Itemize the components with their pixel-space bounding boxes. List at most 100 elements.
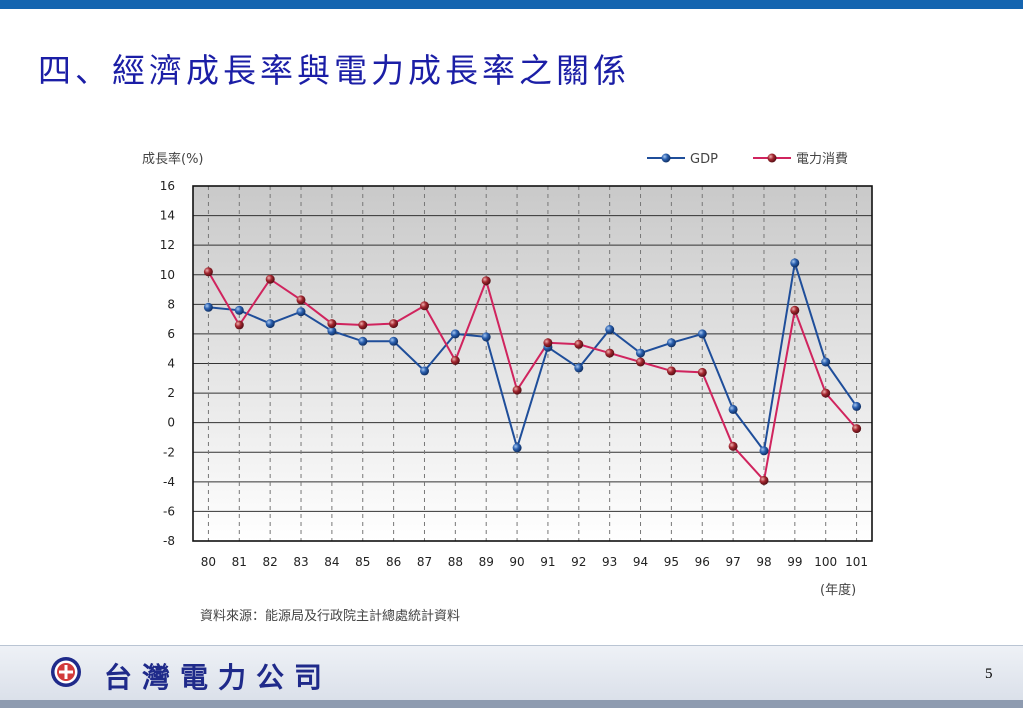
data-point-gdp [821,357,831,367]
y-tick-label: 16 [160,179,175,193]
taipower-logo-icon [51,657,81,687]
data-point-gdp [358,336,368,346]
data-point-gdp [420,366,429,376]
y-tick-label: 12 [160,238,175,252]
data-point-electricity [636,357,645,367]
x-tick-label: 83 [293,555,308,569]
y-tick-label: -2 [163,445,175,459]
data-point-electricity [759,475,769,485]
data-point-electricity [728,441,738,451]
data-point-electricity [203,267,213,277]
data-point-gdp [389,336,399,346]
data-point-electricity [605,348,615,358]
data-point-electricity [790,305,800,315]
y-tick-label: -4 [163,475,175,489]
vertical-gridlines [207,186,858,541]
x-tick-label: 97 [725,555,740,569]
x-tick-label: 80 [201,555,216,569]
data-point-gdp [759,446,769,456]
x-tick-label: 96 [695,555,710,569]
data-point-gdp [605,325,615,334]
x-tick-label: 92 [571,555,586,569]
data-point-gdp [852,401,862,411]
data-point-gdp [697,329,707,339]
data-point-gdp [666,338,676,348]
footer-bar [0,646,1023,708]
x-tick-label: 88 [448,555,463,569]
data-point-electricity [821,388,831,398]
legend-electricity-label: 電力消費 [796,152,848,167]
legend-gdp-label: GDP [690,152,718,167]
data-point-electricity [481,276,491,286]
x-tick-label: 90 [509,555,524,569]
series-line-gdp [208,262,858,454]
y-tick-label: -8 [163,534,175,548]
data-point-electricity [574,339,584,349]
plot-frame [192,185,873,542]
x-tick-label: 98 [756,555,771,569]
data-point-gdp [636,348,645,358]
data-point-electricity [234,320,244,330]
x-tick-label: 94 [633,555,648,569]
data-point-gdp [790,258,800,268]
data-point-electricity [327,319,337,329]
y-tick-label: 6 [167,327,175,341]
page-number: 5 [985,666,993,682]
data-point-electricity [420,301,429,311]
top-accent-bar [0,0,1023,9]
data-point-gdp [234,305,244,315]
data-point-gdp [512,443,522,453]
data-point-electricity [358,320,368,330]
x-tick-label: 85 [355,555,370,569]
legend: GDP 電力消費 [647,152,848,167]
data-point-electricity [296,295,306,305]
data-point-electricity [666,366,676,376]
legend-electricity-marker [767,153,777,163]
y-axis-ticks: -8 -6 -4 -2 0 2 4 6 8 10 12 14 16 [160,179,175,548]
data-point-gdp [203,302,213,312]
y-tick-label: -6 [163,504,175,518]
x-tick-label: 81 [232,555,247,569]
data-point-gdp [327,326,337,336]
series-line-electricity [207,271,858,483]
data-point-gdp [728,404,738,414]
data-point-gdp [574,363,584,373]
data-point-gdp [296,307,306,317]
data-point-electricity [512,385,522,395]
x-tick-label: 100 [814,555,837,569]
company-name: 台灣電力公司 [104,661,333,694]
x-tick-label: 95 [664,555,679,569]
data-point-gdp [265,319,275,329]
data-point-electricity [697,367,707,377]
x-tick-label: 93 [602,555,617,569]
source-note: 資料來源：能源局及行政院主計總處統計資料 [200,608,460,624]
x-tick-label: 82 [263,555,278,569]
data-point-electricity [852,424,862,434]
y-tick-label: 4 [167,357,175,371]
x-tick-label: 99 [787,555,802,569]
data-point-electricity [450,356,460,365]
x-tick-label: 87 [417,555,432,569]
x-tick-label: 86 [386,555,401,569]
gridlines [193,185,872,542]
series-layer [203,258,862,485]
legend-gdp-marker [661,153,671,163]
x-tick-label: 84 [324,555,339,569]
y-tick-label: 8 [167,297,175,311]
y-tick-label: 0 [167,416,175,430]
data-point-gdp [450,329,460,339]
footer-bottom-band [0,700,1023,708]
data-point-electricity [389,319,399,329]
x-tick-label: 89 [479,555,494,569]
y-axis-label: 成長率(%) [142,151,204,167]
growth-rate-chart: -8 -6 -4 -2 0 2 4 6 8 10 12 14 16 80 81 82 83 84 85 86 87 88… [142,151,873,624]
x-axis-label: (年度) [820,582,856,598]
y-tick-label: 2 [167,386,175,400]
y-tick-label: 10 [160,268,175,282]
x-axis-ticks: 80 81 82 83 84 85 86 87 88 89 90 91 92 93 94 95 96 97 98 99… [201,555,868,569]
data-point-gdp [481,332,491,342]
data-point-electricity [265,274,275,284]
data-point-electricity [543,338,553,348]
y-tick-label: 14 [160,209,175,223]
x-tick-label: 91 [540,555,555,569]
